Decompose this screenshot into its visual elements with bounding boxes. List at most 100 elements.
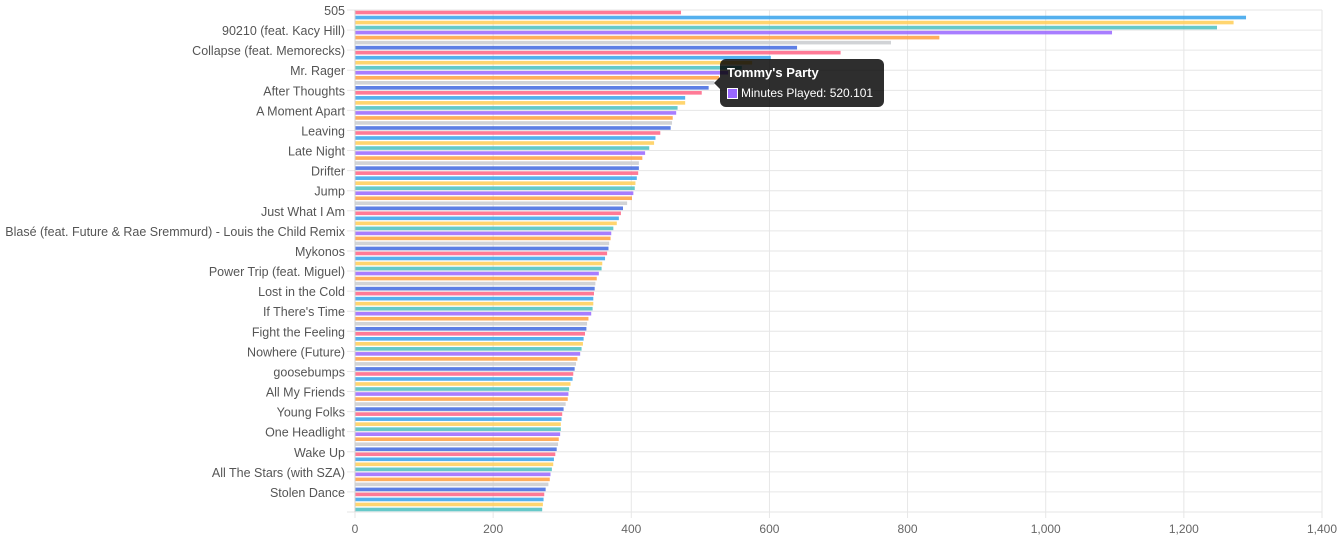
bar[interactable] (355, 116, 673, 120)
bar[interactable] (355, 432, 561, 436)
bar[interactable] (355, 407, 564, 411)
bar[interactable] (355, 447, 557, 452)
bar[interactable] (355, 236, 611, 241)
bar[interactable] (355, 151, 646, 155)
bar[interactable] (355, 121, 673, 125)
bar[interactable] (355, 347, 582, 351)
bar[interactable] (355, 457, 554, 462)
bar[interactable] (355, 106, 678, 110)
bar[interactable] (355, 231, 612, 236)
bar[interactable] (355, 55, 771, 60)
bar[interactable] (355, 402, 566, 406)
bar[interactable] (355, 497, 544, 502)
bar[interactable] (355, 286, 595, 291)
bar[interactable] (355, 261, 603, 266)
bar[interactable] (355, 276, 597, 281)
bar[interactable] (355, 437, 559, 442)
bar[interactable] (355, 321, 588, 326)
bar[interactable] (355, 462, 554, 467)
bar[interactable] (355, 316, 589, 321)
bar[interactable] (355, 146, 650, 150)
bar[interactable] (355, 427, 561, 431)
bar[interactable] (355, 256, 606, 261)
bar[interactable] (355, 96, 686, 100)
bar[interactable] (355, 492, 545, 497)
bar[interactable] (355, 111, 677, 115)
bar[interactable] (355, 221, 617, 226)
bar[interactable] (355, 86, 709, 90)
bar[interactable] (355, 477, 550, 482)
bar[interactable] (355, 186, 635, 191)
bar[interactable] (355, 65, 742, 70)
bar[interactable] (355, 161, 639, 165)
bar[interactable] (355, 331, 586, 336)
bar[interactable] (355, 342, 583, 346)
bar[interactable] (355, 392, 569, 396)
bar[interactable] (355, 60, 753, 65)
bar[interactable] (355, 372, 574, 376)
bar[interactable] (355, 467, 552, 472)
bar[interactable] (355, 91, 702, 95)
bar[interactable] (355, 156, 643, 160)
bar[interactable] (355, 196, 632, 201)
bar[interactable] (355, 472, 551, 477)
bar[interactable] (355, 507, 543, 512)
bar[interactable] (355, 397, 568, 401)
bar[interactable] (355, 101, 686, 105)
bar[interactable] (355, 291, 594, 296)
bar[interactable] (355, 362, 577, 366)
bar[interactable] (355, 211, 621, 216)
bar[interactable] (355, 296, 594, 301)
bar[interactable] (355, 241, 610, 246)
bar[interactable] (355, 326, 587, 331)
bar[interactable] (355, 387, 570, 391)
bar[interactable] (355, 75, 720, 80)
bar[interactable] (355, 367, 575, 371)
bar[interactable] (355, 176, 637, 180)
bar[interactable] (355, 417, 562, 421)
bar[interactable] (355, 35, 940, 40)
bar[interactable] (355, 487, 546, 492)
bar[interactable] (355, 412, 563, 416)
bar[interactable] (355, 171, 639, 175)
bar[interactable] (355, 50, 841, 55)
bar[interactable] (355, 311, 592, 316)
bar[interactable] (355, 141, 655, 145)
bar[interactable] (355, 20, 1234, 25)
bar[interactable] (355, 136, 656, 140)
bar[interactable] (355, 131, 661, 135)
bar[interactable] (355, 251, 608, 256)
bar[interactable] (355, 377, 573, 381)
bar[interactable] (355, 15, 1247, 20)
bar[interactable] (355, 502, 543, 507)
bar[interactable] (355, 442, 559, 447)
bar[interactable] (355, 25, 1218, 30)
bar[interactable] (355, 181, 636, 185)
bar[interactable] (355, 166, 639, 170)
bar[interactable] (355, 271, 599, 276)
bar[interactable] (355, 357, 578, 361)
bar[interactable] (355, 382, 571, 386)
bar[interactable] (355, 306, 593, 311)
bar[interactable] (355, 452, 556, 457)
bar[interactable] (355, 126, 671, 130)
bar[interactable] (355, 266, 602, 271)
bar[interactable] (355, 422, 561, 426)
bar[interactable] (355, 80, 715, 85)
bar[interactable] (355, 301, 594, 306)
bar[interactable] (355, 191, 634, 196)
bar[interactable] (355, 337, 584, 341)
bar[interactable] (355, 40, 891, 45)
bar[interactable] (355, 45, 798, 50)
bar[interactable] (355, 201, 628, 206)
bar[interactable] (355, 30, 1113, 35)
bar[interactable] (355, 226, 614, 231)
bar[interactable] (355, 70, 728, 75)
bar[interactable] (355, 482, 549, 487)
bar[interactable] (355, 206, 623, 211)
bar[interactable] (355, 281, 596, 286)
bar[interactable] (355, 216, 619, 221)
bar[interactable] (355, 352, 581, 356)
bar[interactable] (355, 246, 609, 251)
bar[interactable] (355, 10, 682, 15)
